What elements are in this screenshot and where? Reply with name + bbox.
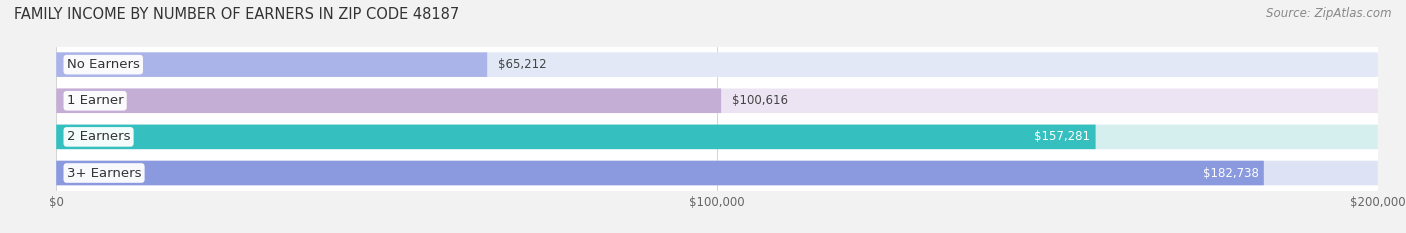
- FancyBboxPatch shape: [56, 52, 486, 77]
- Bar: [56, 83, 1378, 119]
- FancyBboxPatch shape: [56, 161, 1264, 185]
- Bar: [56, 155, 1378, 191]
- Text: $100,616: $100,616: [731, 94, 787, 107]
- Text: 2 Earners: 2 Earners: [67, 130, 131, 143]
- FancyBboxPatch shape: [56, 52, 1378, 77]
- Text: FAMILY INCOME BY NUMBER OF EARNERS IN ZIP CODE 48187: FAMILY INCOME BY NUMBER OF EARNERS IN ZI…: [14, 7, 460, 22]
- Text: No Earners: No Earners: [67, 58, 139, 71]
- Bar: [56, 47, 1378, 83]
- Text: $182,738: $182,738: [1202, 167, 1258, 179]
- Text: $65,212: $65,212: [498, 58, 547, 71]
- FancyBboxPatch shape: [56, 161, 1378, 185]
- FancyBboxPatch shape: [56, 89, 721, 113]
- Text: 3+ Earners: 3+ Earners: [67, 167, 142, 179]
- FancyBboxPatch shape: [56, 125, 1095, 149]
- Bar: [56, 119, 1378, 155]
- Text: $157,281: $157,281: [1035, 130, 1090, 143]
- Text: Source: ZipAtlas.com: Source: ZipAtlas.com: [1267, 7, 1392, 20]
- Text: 1 Earner: 1 Earner: [67, 94, 124, 107]
- FancyBboxPatch shape: [56, 125, 1378, 149]
- FancyBboxPatch shape: [56, 89, 1378, 113]
